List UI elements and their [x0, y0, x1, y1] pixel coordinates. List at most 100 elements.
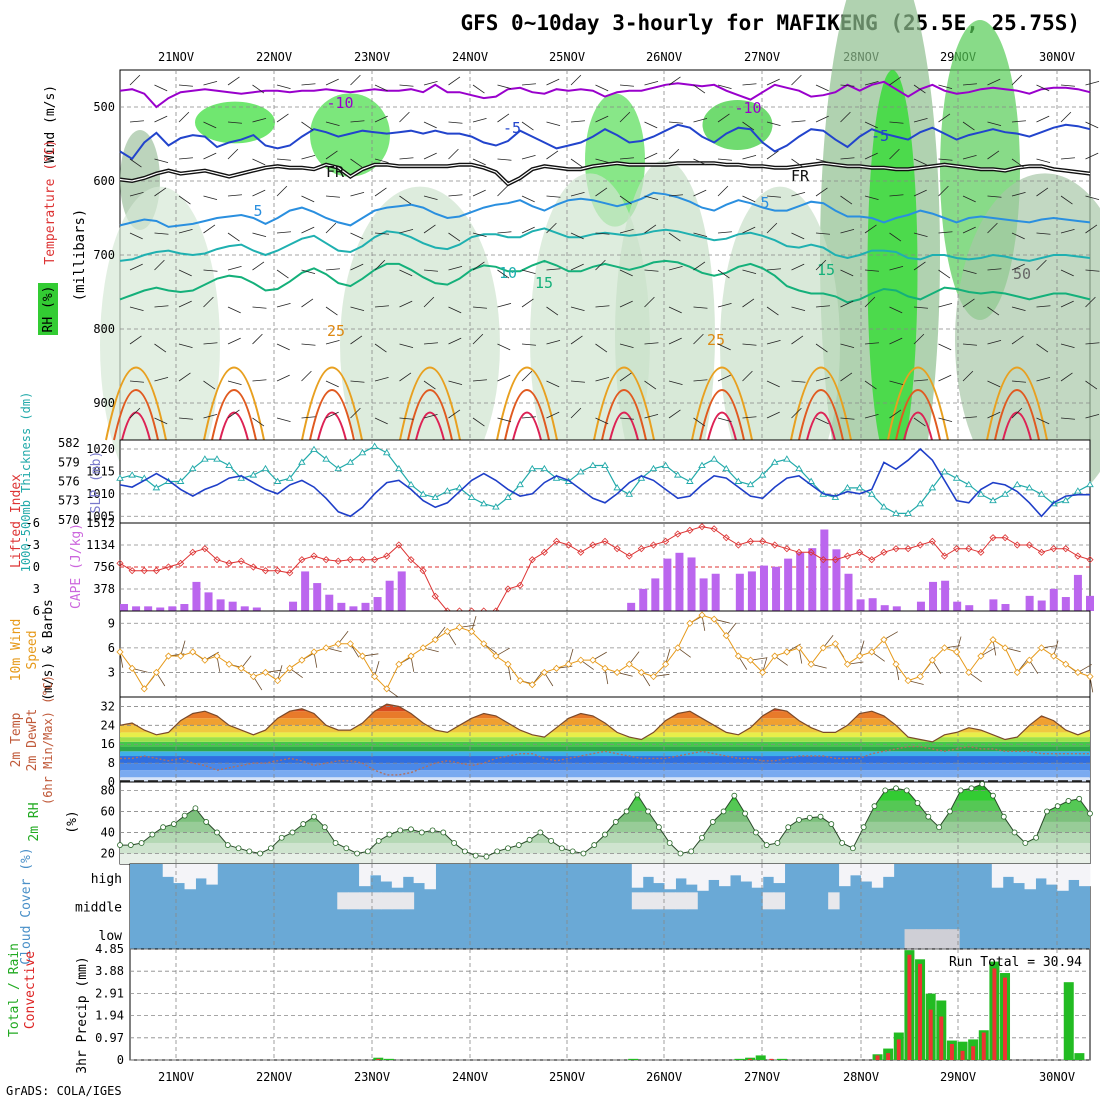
rh-point — [354, 850, 361, 857]
wind-barb — [987, 150, 1000, 160]
wind-barb — [864, 152, 878, 160]
thickness-point — [225, 461, 233, 468]
precip-total-bar — [628, 1058, 639, 1060]
temp-contour-warm — [399, 366, 461, 441]
wind-barb — [423, 224, 436, 234]
wind-point — [783, 648, 791, 656]
li-point — [783, 545, 791, 553]
wind-barb — [962, 121, 975, 131]
cape-bar — [663, 558, 672, 611]
wind-point — [880, 636, 888, 644]
cloud-middle-cell — [631, 892, 644, 910]
li-point — [613, 545, 621, 553]
rh-point — [785, 824, 792, 831]
rh-point — [483, 853, 490, 860]
thickness-point — [455, 484, 464, 491]
wind-barb — [644, 80, 659, 86]
wind-point — [1062, 660, 1070, 668]
li-point — [261, 567, 270, 575]
wind-barb — [668, 380, 683, 386]
wind-barb — [840, 269, 854, 277]
wind-barb — [1085, 80, 1100, 86]
cloud-high-cell — [195, 864, 207, 879]
wind-barb — [129, 306, 144, 312]
cloud-high-cell — [708, 864, 720, 880]
wind-barb — [693, 232, 708, 238]
contour-label: 15 — [535, 274, 553, 292]
wind-barb — [129, 74, 141, 86]
rh-point — [343, 845, 350, 852]
wind-barb — [742, 226, 756, 234]
axis-label: 1000-500mb Thickness (dm) — [19, 392, 33, 573]
wind-barb — [938, 417, 953, 423]
wind-barb — [203, 380, 216, 390]
cloud-middle-cell — [370, 892, 382, 910]
wind-barb — [399, 84, 414, 87]
wind-barb — [129, 335, 142, 345]
wind-barb — [815, 84, 829, 92]
wind-point — [552, 664, 561, 672]
wind-barb — [570, 306, 585, 312]
thickness-point — [807, 477, 815, 484]
wind-barb — [889, 306, 903, 314]
li-point — [540, 548, 548, 556]
contour-label: 5 — [253, 202, 262, 220]
y-tick-label: 32 — [101, 699, 115, 713]
rh-point — [224, 842, 231, 848]
precip-conv-bar — [928, 1009, 933, 1060]
li-point — [528, 556, 536, 564]
y-tick-label-left: 579 — [58, 455, 80, 469]
cape-bar — [168, 606, 177, 611]
wind-barb — [497, 158, 512, 161]
wind-barb — [619, 84, 634, 87]
wind-barb — [693, 261, 706, 271]
wind-barb — [693, 158, 707, 166]
thickness-point — [977, 490, 985, 497]
wind-barb — [840, 417, 855, 420]
thickness-point — [770, 458, 779, 465]
thickness-point — [698, 461, 706, 468]
y-tick-label-right: 1134 — [86, 538, 115, 552]
cloud-high-cell — [653, 864, 666, 884]
li-point — [1086, 556, 1094, 564]
wind-barb — [1036, 84, 1050, 92]
wind-barb — [276, 343, 290, 351]
rh-point — [397, 827, 404, 834]
li-point — [1025, 541, 1033, 549]
wind-point — [225, 660, 233, 668]
thickness-point — [346, 458, 355, 465]
li-point — [249, 563, 257, 571]
wind-barb — [570, 380, 585, 383]
wind-barb — [938, 343, 952, 351]
cloud-low-cell — [915, 929, 927, 949]
wind-barb — [448, 121, 463, 124]
temp-contour-warm — [203, 366, 265, 441]
wind-barb — [840, 372, 853, 382]
wind-barb — [472, 189, 486, 197]
wind-barb — [178, 343, 193, 349]
cloud-middle-cell — [653, 892, 666, 910]
wind-barb — [399, 228, 414, 234]
wind-barb — [677, 647, 691, 658]
temp-contour-warm — [415, 411, 445, 441]
wind-barb — [774, 655, 788, 666]
wind-point — [953, 648, 961, 656]
wind-barb — [252, 84, 265, 94]
wind-barb — [913, 333, 925, 345]
y-tick-label: 0 — [108, 775, 115, 789]
contour-label: -10 — [734, 99, 761, 117]
thickness-point — [589, 461, 597, 468]
wind-barb — [938, 374, 952, 382]
y-tick-label-left: 6 — [33, 604, 40, 618]
rh-point — [699, 834, 705, 841]
wind-barb — [644, 195, 659, 201]
rh-point — [1043, 808, 1050, 815]
bottom-date-label: 29NOV — [940, 1070, 976, 1084]
wind-barb — [178, 417, 193, 420]
wind-barb — [815, 115, 829, 123]
wind-barb — [1011, 120, 1026, 123]
cloud-middle-cell — [359, 892, 371, 910]
wind-point — [831, 640, 839, 648]
y-tick-label-left: 576 — [58, 475, 80, 489]
wind-barb — [178, 300, 192, 308]
